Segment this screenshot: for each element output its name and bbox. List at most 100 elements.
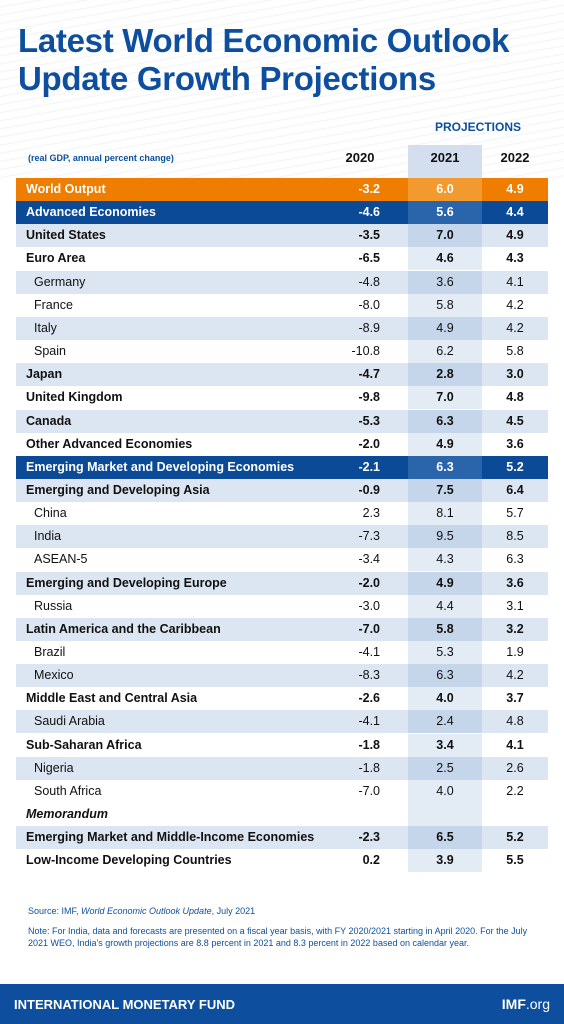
table-row: India -7.3 9.5 8.5 [16, 525, 548, 549]
row-label: Emerging and Developing Europe [26, 575, 227, 590]
row-label: Russia [34, 598, 73, 613]
row-label: Memorandum [26, 807, 108, 822]
cell-value: 5.8 [506, 344, 524, 359]
cell-value: 3.9 [436, 853, 454, 868]
cell-value: -2.0 [358, 575, 380, 590]
row-label: Emerging Market and Developing Economies [26, 459, 295, 474]
cell-value: -7.0 [358, 783, 380, 798]
table-row: Nigeria -1.8 2.5 2.6 [16, 756, 548, 780]
table-row: Germany -4.8 3.6 4.1 [16, 270, 548, 294]
cell-value: -4.1 [358, 645, 380, 659]
unit-note: (real GDP, annual percent change) [28, 153, 174, 163]
cell-value: -2.3 [358, 830, 380, 845]
cell-value: -8.0 [358, 297, 380, 312]
cell-value: 4.4 [506, 205, 524, 220]
row-label: United States [26, 228, 106, 243]
note: Note: For India, data and forecasts are … [28, 926, 528, 948]
source: Source: IMF, World Economic Outlook Upda… [28, 906, 538, 918]
cell-value: 4.1 [506, 274, 524, 289]
source-title: World Economic Outlook Update [81, 906, 212, 916]
cell-value: 4.8 [506, 390, 524, 405]
cell-value: 4.9 [436, 436, 454, 451]
cell-value: 7.0 [436, 228, 454, 243]
column-band [408, 224, 482, 248]
column-band [408, 594, 482, 618]
cell-value: 3.2 [506, 621, 524, 636]
site: IMF.org [502, 996, 550, 1012]
cell-value: -3.5 [358, 228, 380, 243]
column-band [408, 826, 482, 850]
column-band [408, 664, 482, 688]
table-row: Russia -3.0 4.4 3.1 [16, 594, 548, 618]
column-band [408, 340, 482, 364]
column-band [408, 270, 482, 294]
column-band [408, 849, 482, 873]
cell-value: -6.5 [358, 251, 380, 266]
cell-value: 2.6 [506, 760, 524, 775]
cell-value: 6.3 [436, 668, 454, 683]
table-row: United States -3.5 7.0 4.9 [16, 224, 548, 248]
cell-value: 4.9 [436, 320, 454, 335]
cell-value: 4.4 [436, 598, 454, 613]
title-line: Update Growth Projections [18, 60, 436, 97]
cell-value: -8.3 [358, 668, 380, 683]
table-row: United Kingdom -9.8 7.0 4.8 [16, 386, 548, 410]
cell-value: 4.8 [506, 714, 524, 729]
table-row: Japan -4.7 2.8 3.0 [16, 363, 548, 387]
table-row: Low-Income Developing Countries 0.2 3.9 5.5 [16, 849, 548, 873]
row-label: Japan [26, 367, 63, 382]
row-label: Italy [34, 320, 57, 335]
table-row: China 2.3 8.1 5.7 [16, 502, 548, 526]
table-row: France -8.0 5.8 4.2 [16, 293, 548, 317]
table-row: Memorandum [16, 803, 548, 827]
cell-value: 6.3 [436, 459, 454, 474]
cell-value: 2.5 [436, 760, 454, 775]
row-label: Emerging and Developing Asia [26, 482, 210, 497]
row-label: ASEAN-5 [34, 552, 88, 567]
column-band [408, 548, 482, 572]
cell-value: -2.1 [358, 459, 380, 474]
column-header: 2022 [500, 150, 530, 165]
cell-value: -1.8 [358, 737, 380, 752]
column-header: 2020 [345, 150, 375, 165]
row-label: Mexico [34, 668, 74, 683]
column-header: 2021 [430, 150, 460, 165]
column-band [408, 478, 482, 502]
cell-value: 5.8 [436, 621, 454, 636]
column-band [408, 710, 482, 734]
column-band [408, 145, 482, 178]
row-label: Emerging Market and Middle-Income Econom… [26, 830, 315, 845]
table-row: Sub-Saharan Africa -1.8 3.4 4.1 [16, 733, 548, 757]
row-label: Brazil [34, 645, 66, 659]
cell-value: 1.9 [506, 645, 524, 659]
cell-value: -3.0 [358, 598, 380, 613]
table-row: Emerging Market and Middle-Income Econom… [16, 826, 548, 850]
row-label: Other Advanced Economies [26, 436, 193, 451]
table-row: Saudi Arabia -4.1 2.4 4.8 [16, 710, 548, 734]
column-band [408, 409, 482, 433]
column-band [408, 201, 482, 225]
cell-value: -10.8 [351, 344, 381, 359]
column-band [408, 571, 482, 595]
column-band [408, 455, 482, 479]
column-band [408, 247, 482, 271]
table-row: Brazil -4.1 5.3 1.9 [16, 641, 548, 664]
table-row: Canada -5.3 6.3 4.5 [16, 409, 548, 433]
cell-value: 4.9 [506, 182, 524, 196]
row-label: Germany [34, 274, 86, 289]
row-label: France [34, 297, 73, 312]
title: Latest World Economic Outlook Update Gro… [18, 22, 510, 98]
row-label: China [34, 506, 67, 521]
column-band [408, 178, 482, 201]
cell-value: 4.3 [436, 552, 454, 567]
column-band [408, 316, 482, 340]
row-label: Latin America and the Caribbean [26, 621, 221, 636]
cell-value: 4.6 [436, 251, 454, 266]
table-row: Latin America and the Caribbean -7.0 5.8 3.… [16, 617, 548, 641]
cell-value: -3.4 [358, 552, 380, 567]
column-band [408, 293, 482, 317]
cell-value: 3.0 [506, 367, 524, 382]
cell-value: 0.2 [362, 853, 380, 868]
column-band [408, 756, 482, 780]
